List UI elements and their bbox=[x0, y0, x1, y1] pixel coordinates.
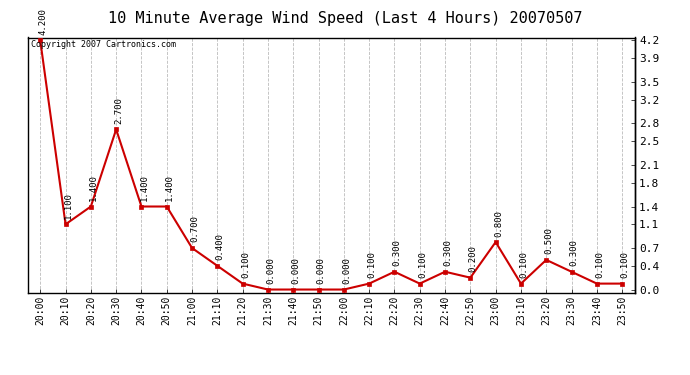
Text: 0.100: 0.100 bbox=[241, 251, 250, 278]
Text: 0.200: 0.200 bbox=[469, 245, 477, 272]
Text: 1.100: 1.100 bbox=[64, 192, 73, 219]
Text: 0.100: 0.100 bbox=[520, 251, 529, 278]
Text: 0.100: 0.100 bbox=[620, 251, 629, 278]
Text: 0.000: 0.000 bbox=[342, 257, 351, 284]
Text: 0.100: 0.100 bbox=[368, 251, 377, 278]
Text: 4.200: 4.200 bbox=[39, 8, 48, 35]
Text: 0.000: 0.000 bbox=[266, 257, 275, 284]
Text: Copyright 2007 Cartronics.com: Copyright 2007 Cartronics.com bbox=[30, 40, 176, 49]
Text: 2.700: 2.700 bbox=[115, 97, 124, 124]
Text: 0.300: 0.300 bbox=[444, 239, 453, 266]
Text: 0.500: 0.500 bbox=[544, 228, 553, 254]
Text: 1.400: 1.400 bbox=[89, 174, 98, 201]
Text: 0.100: 0.100 bbox=[595, 251, 604, 278]
Text: 0.800: 0.800 bbox=[494, 210, 503, 237]
Text: 1.400: 1.400 bbox=[165, 174, 174, 201]
Text: 0.400: 0.400 bbox=[216, 233, 225, 260]
Text: 10 Minute Average Wind Speed (Last 4 Hours) 20070507: 10 Minute Average Wind Speed (Last 4 Hou… bbox=[108, 11, 582, 26]
Text: 0.000: 0.000 bbox=[292, 257, 301, 284]
Text: 0.300: 0.300 bbox=[393, 239, 402, 266]
Text: 0.700: 0.700 bbox=[190, 216, 199, 243]
Text: 0.100: 0.100 bbox=[418, 251, 427, 278]
Text: 0.000: 0.000 bbox=[317, 257, 326, 284]
Text: 1.400: 1.400 bbox=[140, 174, 149, 201]
Text: 0.300: 0.300 bbox=[570, 239, 579, 266]
